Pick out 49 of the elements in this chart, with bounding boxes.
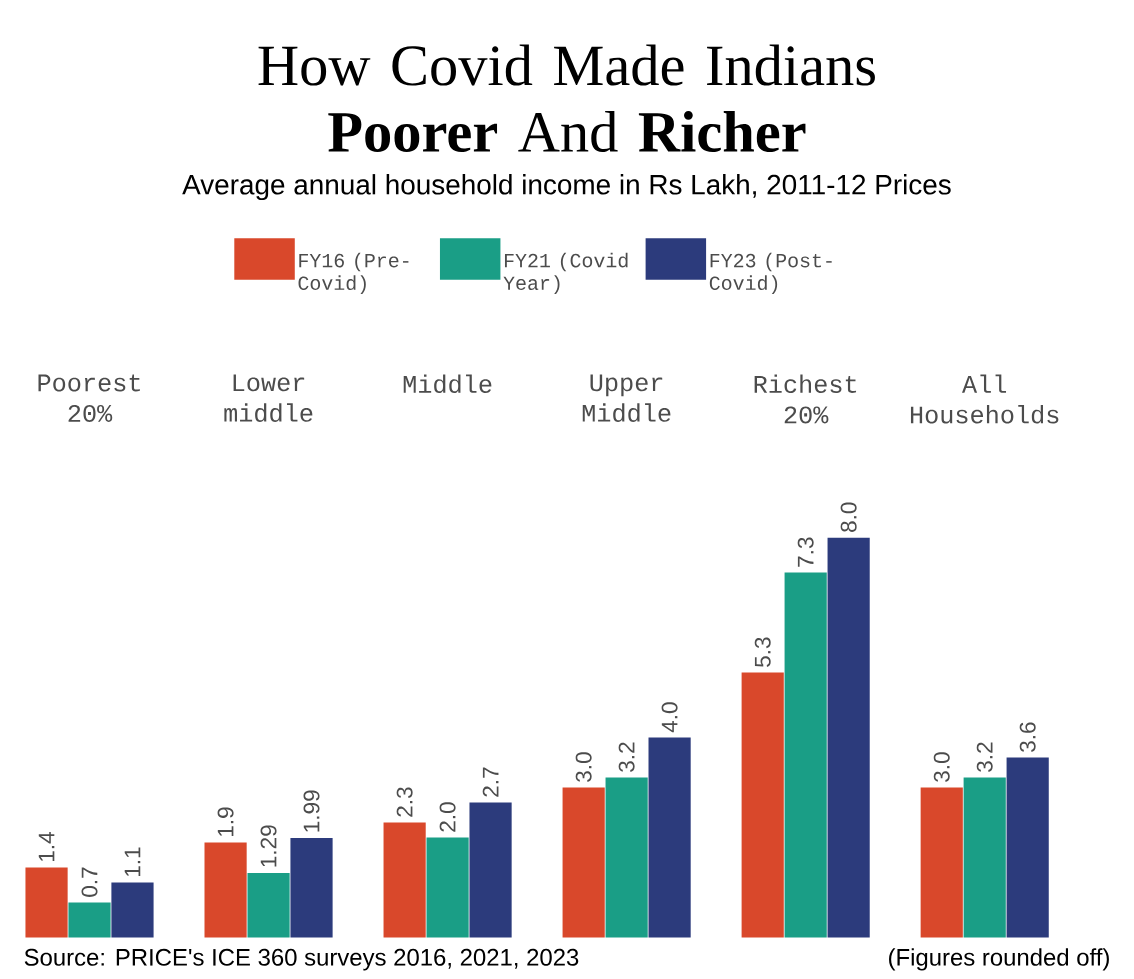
bar — [605, 777, 648, 938]
bar — [426, 837, 469, 938]
data-label: 2.7 — [482, 767, 499, 797]
bar — [827, 537, 870, 938]
data-label: 4.0 — [661, 702, 678, 733]
x-tick-label: Upper Middle — [582, 374, 671, 422]
data-label: 8.0 — [840, 502, 857, 532]
chart-subtitle: Average annual household income in Rs Lakh, 2011-12 Prices — [182, 174, 951, 201]
data-label: 3.0 — [933, 752, 950, 782]
data-label: 3.6 — [1019, 722, 1036, 752]
text: (Figures rounded off) — [889, 948, 1109, 971]
legend-label: FY21 (Covid Year) — [503, 252, 628, 294]
data-label: 1.9 — [217, 807, 234, 837]
x-tick-label: Middle — [403, 374, 492, 394]
data-label: 5.3 — [754, 637, 771, 667]
bar — [963, 777, 1006, 938]
legend-label: FY23 (Post-Covid) — [709, 252, 832, 294]
bar — [741, 672, 784, 938]
data-label: 0.7 — [81, 867, 98, 897]
data-label: 2.0 — [439, 802, 456, 832]
x-tick-label: Richest 20% — [754, 374, 857, 424]
source-note: Source: PRICE's ICE 360 surveys 2016, 2021, 2023 — [24, 948, 579, 971]
chart-title: How Covid Made Indians Poorer And Richer — [258, 44, 875, 153]
x-tick-label: All Households — [910, 374, 1059, 424]
data-label: 3.2 — [976, 742, 993, 772]
bar — [111, 882, 154, 938]
bar — [25, 867, 68, 938]
bar — [68, 902, 111, 938]
bar — [562, 787, 605, 938]
data-label: 2.3 — [396, 787, 413, 817]
bar — [469, 802, 512, 938]
bar — [290, 837, 333, 938]
bar — [1006, 757, 1049, 938]
bar — [204, 842, 247, 938]
legend-label: FY16 (Pre-Covid) — [298, 252, 409, 294]
data-label: 1.4 — [38, 832, 55, 862]
data-label: 3.0 — [575, 752, 592, 782]
bar — [247, 872, 290, 938]
data-label: 3.2 — [618, 742, 635, 772]
x-tick-label: Poorest 20% — [38, 374, 140, 423]
x-tick-label: Lower middle — [224, 374, 313, 422]
data-label: 1.99 — [303, 790, 320, 832]
data-label: 7.3 — [797, 537, 814, 567]
bar — [648, 737, 691, 938]
bar — [784, 572, 827, 938]
data-label: 1.29 — [260, 825, 277, 867]
bar — [920, 787, 963, 938]
data-label: 1.1 — [124, 847, 141, 877]
bar — [383, 822, 426, 938]
